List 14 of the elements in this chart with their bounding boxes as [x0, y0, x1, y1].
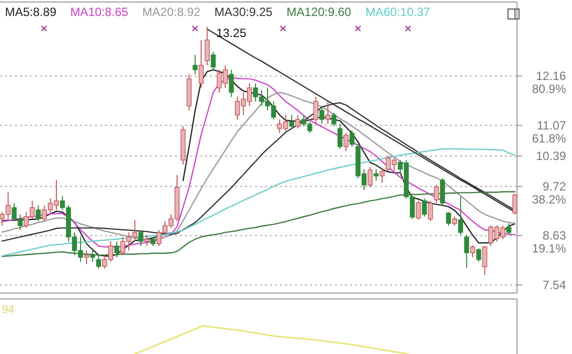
text: MA20:8.92 — [142, 5, 201, 19]
y-tick-label: 7.54 — [542, 278, 566, 292]
text: MA60:10.37 — [366, 5, 431, 19]
text: MA5:8.89 — [5, 5, 57, 19]
annotation: 13.25 — [216, 26, 247, 40]
y-tick-label: 11.07 61.8% — [532, 118, 566, 146]
text: MA30:9.25 — [214, 5, 273, 19]
text: 94 — [2, 304, 14, 316]
y-tick-label: 8.63 19.1% — [532, 228, 566, 256]
text: MA120:9.60 — [286, 5, 352, 19]
text: MA10:8.65 — [70, 5, 129, 19]
y-tick-label: 12.16 80.9% — [532, 69, 566, 96]
y-tick-label: 10.39 — [536, 149, 566, 164]
y-tick-label: 9.72 38.2% — [532, 179, 566, 206]
